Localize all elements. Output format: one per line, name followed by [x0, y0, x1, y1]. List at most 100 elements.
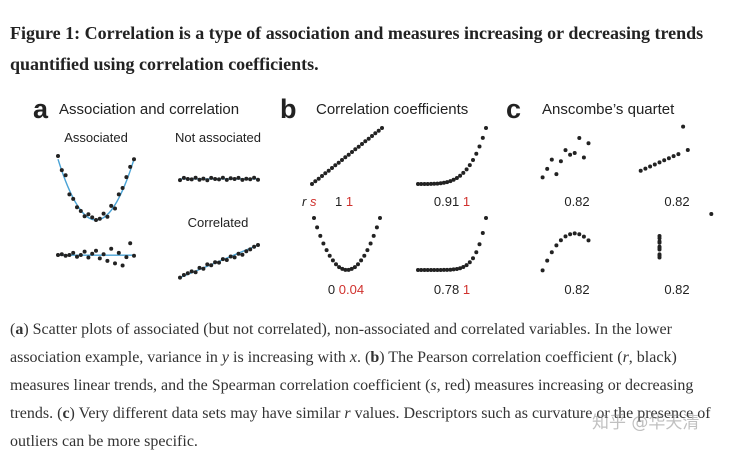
data-point	[554, 172, 559, 177]
data-point	[657, 236, 662, 241]
anscombe-r-1: 0.82	[564, 194, 589, 209]
data-point	[359, 258, 364, 263]
data-point	[549, 250, 554, 255]
coef-label-exponential: 0.91 1	[434, 194, 470, 209]
data-point	[94, 248, 98, 253]
data-point	[240, 252, 245, 257]
data-point	[97, 256, 102, 261]
data-point	[666, 156, 671, 161]
data-point	[349, 266, 354, 271]
data-point	[451, 267, 456, 272]
data-point	[310, 182, 314, 186]
data-point	[124, 175, 129, 180]
s-value: 0.04	[339, 282, 364, 297]
data-point	[205, 262, 210, 267]
data-point	[213, 260, 218, 265]
coef-label-linear: 1 1	[335, 194, 353, 209]
data-point	[643, 166, 648, 171]
data-point	[189, 269, 194, 274]
data-point	[109, 246, 114, 251]
anscombe-r-2: 0.82	[664, 194, 689, 209]
data-point	[101, 211, 106, 216]
data-point	[228, 254, 233, 259]
data-point	[120, 186, 125, 190]
data-point	[220, 175, 225, 180]
panel-b-subplot-4	[416, 216, 488, 272]
caption-s-var: s	[430, 377, 437, 394]
data-point	[105, 258, 110, 263]
data-point	[425, 268, 430, 272]
data-point	[178, 275, 182, 280]
caption-b-text-1: ) The Pearson correlation coefficient (	[379, 349, 623, 366]
data-point	[128, 164, 133, 169]
data-point	[248, 177, 253, 182]
data-point	[376, 128, 381, 133]
correlation-figure: a Association and correlation b Correlat…	[33, 94, 714, 297]
data-point	[477, 144, 482, 149]
data-point	[86, 212, 91, 217]
data-point	[340, 266, 345, 271]
caption-r-var-2: r	[344, 405, 351, 422]
data-point	[657, 239, 662, 244]
data-point	[422, 268, 427, 272]
data-point	[484, 216, 488, 220]
data-point	[116, 250, 121, 255]
panel-c-subplot-4	[657, 212, 714, 260]
data-point	[662, 158, 667, 163]
data-point	[366, 136, 371, 141]
data-point	[432, 268, 437, 272]
data-point	[474, 250, 479, 255]
data-point	[467, 260, 472, 265]
data-point	[480, 135, 485, 140]
data-point	[97, 216, 102, 221]
data-point	[324, 248, 329, 253]
caption-b-label: b	[370, 349, 380, 366]
data-point	[586, 238, 591, 243]
data-point	[435, 181, 440, 186]
data-point	[545, 258, 550, 263]
data-point	[201, 266, 206, 271]
data-point	[181, 175, 186, 180]
panel-a-letter: a	[33, 94, 49, 124]
data-point	[67, 192, 72, 197]
data-point	[572, 151, 577, 155]
data-point	[124, 255, 129, 260]
label-associated: Associated	[64, 130, 128, 145]
data-point	[365, 248, 370, 253]
figure-caption: (a) Scatter plots of associated (but not…	[10, 321, 711, 450]
caption-r-var: r	[622, 349, 629, 366]
panel-b-letter: b	[280, 94, 297, 124]
watermark: 知乎 @华天清	[592, 413, 700, 433]
data-point	[568, 232, 573, 237]
data-point	[441, 267, 446, 272]
data-point	[59, 252, 64, 257]
panel-a-subplot-1	[56, 154, 136, 222]
data-point	[671, 154, 676, 159]
data-point	[201, 176, 206, 181]
label-not-associated: Not associated	[175, 130, 261, 145]
data-point	[419, 268, 424, 272]
caption-a-text: ) Scatter plots of associated (but not c…	[10, 321, 672, 366]
panel-c-subplot-1	[540, 136, 591, 180]
data-point	[71, 196, 76, 201]
data-point	[86, 255, 91, 260]
caption-c-label: c	[62, 405, 70, 422]
data-point	[113, 261, 117, 266]
data-point	[236, 175, 241, 180]
data-point	[461, 170, 466, 175]
panel-b-rs-prefix: r s	[302, 194, 317, 209]
data-point	[205, 178, 210, 183]
figure-title: Figure 1: Correlation is a type of assoc…	[10, 23, 704, 74]
data-point	[256, 243, 260, 247]
data-point	[374, 225, 379, 230]
data-point	[360, 142, 364, 146]
data-point	[228, 176, 233, 181]
data-point	[451, 177, 456, 182]
data-point	[422, 182, 427, 186]
data-point	[209, 175, 214, 180]
data-point	[128, 241, 133, 246]
data-point	[181, 273, 186, 277]
data-point	[685, 148, 690, 152]
data-point	[252, 244, 257, 249]
data-point	[563, 234, 568, 239]
